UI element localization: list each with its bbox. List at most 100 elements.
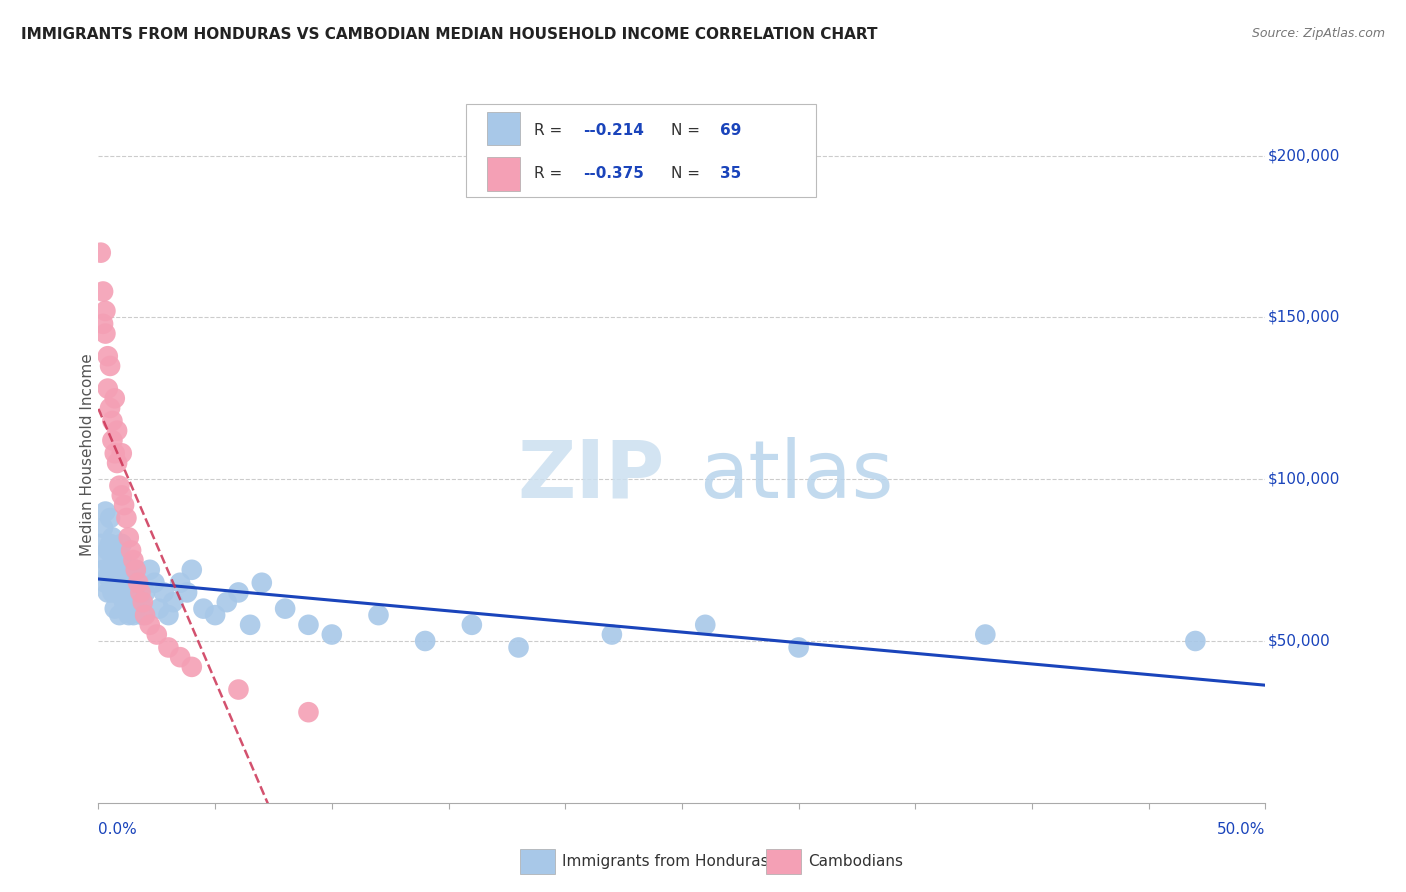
Point	[115, 563, 138, 577]
Point	[180, 660, 202, 674]
Text: 50.0%: 50.0%	[1218, 822, 1265, 837]
Text: $150,000: $150,000	[1268, 310, 1340, 325]
Point	[101, 434, 124, 448]
Point	[215, 595, 238, 609]
Point	[115, 511, 138, 525]
Point	[111, 553, 134, 567]
Point	[120, 595, 142, 609]
Point	[90, 245, 112, 260]
Text: N =: N =	[672, 122, 706, 137]
Text: N =: N =	[672, 166, 706, 181]
Point	[600, 627, 623, 641]
Point	[228, 682, 250, 697]
Point	[94, 575, 117, 590]
Point	[180, 563, 202, 577]
Point	[321, 627, 343, 641]
Point	[134, 585, 156, 599]
Point	[125, 563, 148, 577]
Point	[118, 531, 141, 545]
Point	[132, 595, 155, 609]
Point	[176, 585, 198, 599]
Text: IMMIGRANTS FROM HONDURAS VS CAMBODIAN MEDIAN HOUSEHOLD INCOME CORRELATION CHART: IMMIGRANTS FROM HONDURAS VS CAMBODIAN ME…	[21, 27, 877, 42]
FancyBboxPatch shape	[465, 103, 815, 197]
Point	[97, 349, 120, 363]
Point	[112, 498, 135, 512]
Text: Cambodians: Cambodians	[808, 855, 904, 869]
Point	[94, 326, 117, 341]
Point	[94, 504, 117, 518]
Point	[101, 557, 124, 571]
Point	[105, 585, 128, 599]
Point	[112, 569, 135, 583]
Text: $50,000: $50,000	[1268, 633, 1330, 648]
Point	[152, 585, 174, 599]
Point	[98, 511, 121, 525]
Point	[120, 569, 142, 583]
Point	[146, 627, 169, 641]
Point	[122, 553, 145, 567]
Point	[157, 608, 180, 623]
Point	[120, 543, 142, 558]
Point	[97, 382, 120, 396]
FancyBboxPatch shape	[486, 157, 520, 191]
Point	[204, 608, 226, 623]
Point	[250, 575, 273, 590]
Point	[111, 488, 134, 502]
Point	[105, 569, 128, 583]
Point	[111, 446, 134, 460]
Point	[157, 640, 180, 655]
Point	[97, 543, 120, 558]
Point	[461, 617, 484, 632]
Point	[94, 553, 117, 567]
Point	[129, 585, 152, 599]
Text: 35: 35	[720, 166, 742, 181]
Point	[101, 531, 124, 545]
Point	[169, 575, 191, 590]
Text: --0.375: --0.375	[582, 166, 644, 181]
Text: 69: 69	[720, 122, 742, 137]
Text: Source: ZipAtlas.com: Source: ZipAtlas.com	[1251, 27, 1385, 40]
Point	[274, 601, 297, 615]
Point	[98, 401, 121, 415]
Point	[129, 595, 152, 609]
Point	[367, 608, 389, 623]
Point	[239, 617, 262, 632]
Point	[104, 446, 127, 460]
Point	[98, 563, 121, 577]
Point	[118, 608, 141, 623]
Point	[122, 585, 145, 599]
Text: Immigrants from Honduras: Immigrants from Honduras	[562, 855, 769, 869]
FancyBboxPatch shape	[486, 112, 520, 145]
Text: 0.0%: 0.0%	[98, 822, 138, 837]
Point	[98, 359, 121, 373]
Point	[297, 617, 319, 632]
Point	[115, 585, 138, 599]
Point	[105, 424, 128, 438]
Point	[104, 392, 127, 406]
Point	[143, 575, 166, 590]
Point	[105, 543, 128, 558]
Point	[104, 549, 127, 564]
Point	[125, 563, 148, 577]
Point	[139, 617, 162, 632]
Point	[228, 585, 250, 599]
Point	[91, 317, 114, 331]
Point	[108, 478, 131, 492]
Text: R =: R =	[534, 122, 567, 137]
Point	[695, 617, 717, 632]
Point	[413, 634, 436, 648]
Point	[111, 537, 134, 551]
Text: $200,000: $200,000	[1268, 148, 1340, 163]
Point	[127, 575, 149, 590]
Point	[122, 608, 145, 623]
Point	[111, 575, 134, 590]
Point	[108, 563, 131, 577]
Point	[134, 608, 156, 623]
Point	[118, 575, 141, 590]
Point	[974, 627, 997, 641]
Point	[94, 304, 117, 318]
Point	[127, 575, 149, 590]
Text: $100,000: $100,000	[1268, 472, 1340, 487]
Y-axis label: Median Household Income: Median Household Income	[80, 353, 94, 557]
Point	[508, 640, 530, 655]
